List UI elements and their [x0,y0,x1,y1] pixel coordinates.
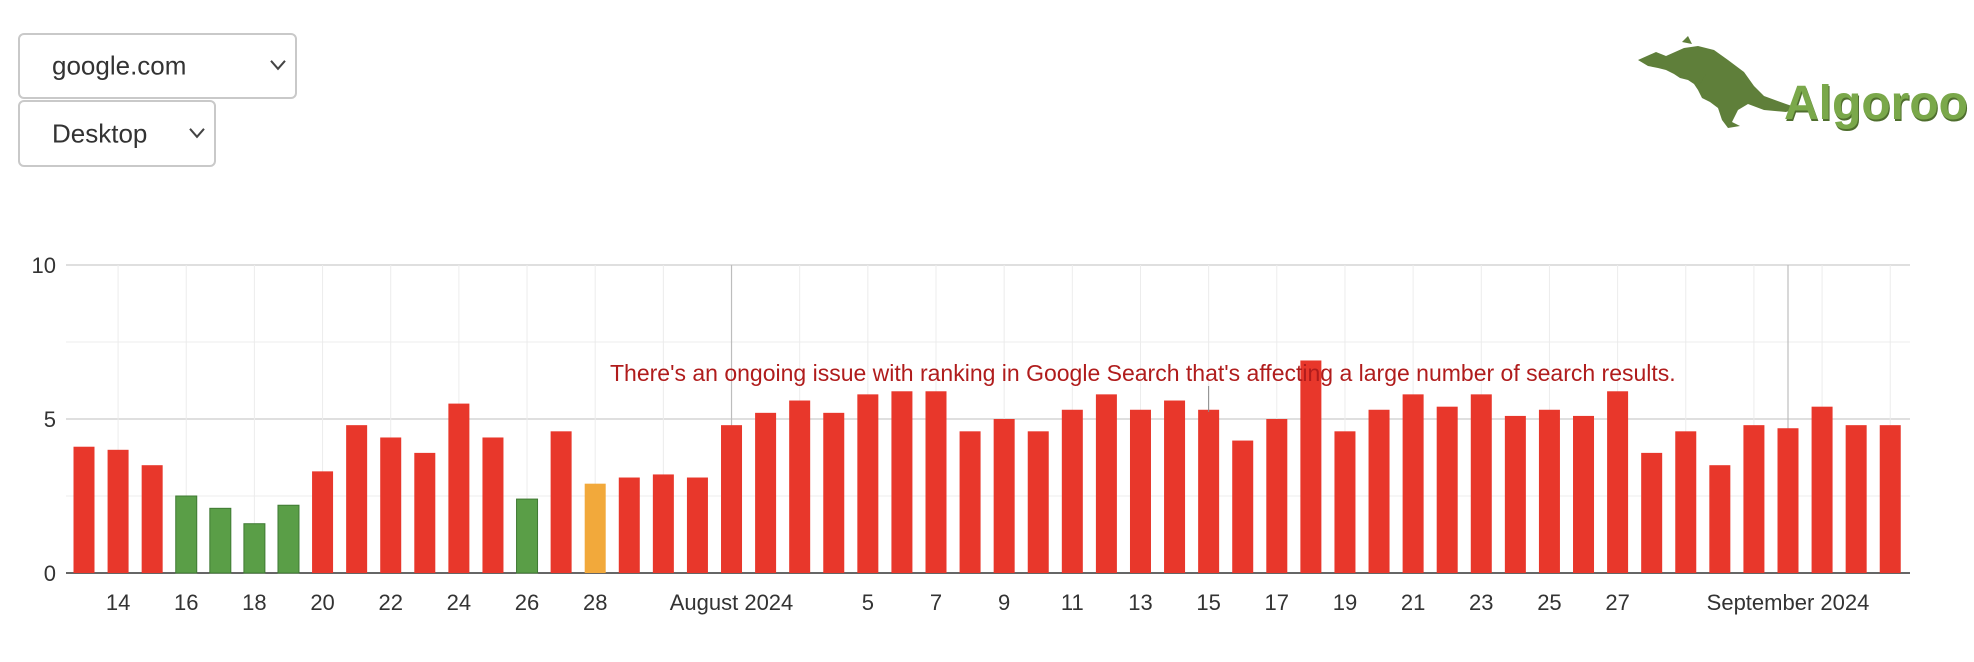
bar [209,507,232,574]
x-tick-label: 7 [930,590,942,615]
bar [1504,415,1526,573]
bar [1198,409,1220,573]
bar [1573,415,1595,573]
bar [1470,394,1492,573]
chart-axis: 0 5 10 14 16 18 20 22 24 26 28 August 2024 5 7 9 11 13 15… [32,253,1870,615]
x-tick-label: 5 [862,590,874,615]
bar [584,483,606,573]
bar [312,471,334,573]
bar [1095,394,1117,573]
bar [755,412,777,573]
bar [414,452,436,573]
bar [73,446,95,573]
x-tick-label: 14 [106,590,130,615]
device-select[interactable]: Desktop [18,100,216,167]
x-tick-label: 18 [242,590,266,615]
chart-grid [66,264,1910,574]
y-tick-label: 0 [44,561,56,586]
bar [1607,391,1629,573]
chart-bars [73,360,1901,574]
bar [1129,409,1151,573]
x-tick-label: 24 [447,590,471,615]
chart-annotation: There's an ongoing issue with ranking in… [610,360,1676,386]
x-tick-label: 17 [1265,590,1289,615]
y-tick-label: 10 [32,253,56,278]
bar [243,523,266,574]
bar [482,437,504,573]
bar [1436,406,1458,573]
device-select-value: Desktop [52,118,148,148]
kangaroo-icon [1638,36,1798,128]
bar [1300,360,1322,573]
x-tick-label: 9 [998,590,1010,615]
bar [721,425,743,573]
bar [1538,409,1560,573]
bar [1334,431,1356,573]
x-tick-label: 21 [1401,590,1425,615]
bar [925,391,947,573]
site-select-value: google.com [52,50,187,81]
bar [1641,452,1663,573]
bar [857,394,879,573]
x-tick-label: 16 [174,590,198,615]
bar [1709,465,1731,573]
bar [516,498,539,574]
x-tick-label: 22 [378,590,402,615]
logo-wordmark: Algoroo [1784,77,1968,130]
bar [1743,425,1765,573]
bar [1232,440,1254,573]
bar [1266,419,1288,573]
algoroo-logo: Algoroo [1636,34,1968,140]
bar [1845,425,1867,573]
bar [823,412,845,573]
x-tick-label: 28 [583,590,607,615]
bar [277,504,300,574]
bar [618,477,640,573]
bar [993,419,1015,573]
bar [1879,425,1901,573]
x-tick-label: 25 [1537,590,1561,615]
bar [1061,409,1083,573]
bar [959,431,981,573]
bar [891,391,913,573]
bar [1811,406,1833,573]
bar [686,477,708,573]
bar [1164,400,1186,573]
bar [346,425,368,573]
x-tick-label: 15 [1196,590,1220,615]
x-tick-label: 11 [1061,590,1084,615]
bar [789,400,811,573]
bar [652,474,674,573]
bar [107,449,129,573]
bar [1675,431,1697,573]
site-select[interactable]: google.com [18,33,297,99]
x-tick-label: 27 [1605,590,1629,615]
x-tick-label: 26 [515,590,539,615]
chevron-down-icon [270,60,286,71]
ranking-volatility-chart: 0 5 10 14 16 18 20 22 24 26 28 August 2024 5 7 9 11 13 15… [32,253,1910,615]
bar [175,495,198,574]
bar [1402,394,1424,573]
bar [1027,431,1049,573]
bar [1368,409,1390,573]
x-tick-label: 13 [1128,590,1152,615]
x-tick-label: 19 [1333,590,1357,615]
x-tick-label: 23 [1469,590,1493,615]
x-tick-label: August 2024 [670,590,794,615]
chevron-down-icon [189,127,205,138]
y-tick-label: 5 [44,407,56,432]
x-tick-label: September 2024 [1707,590,1870,615]
bar [550,431,572,573]
bar [141,465,163,573]
bar [448,403,470,573]
bar [1777,428,1799,573]
x-tick-label: 20 [310,590,334,615]
bar [380,437,402,573]
